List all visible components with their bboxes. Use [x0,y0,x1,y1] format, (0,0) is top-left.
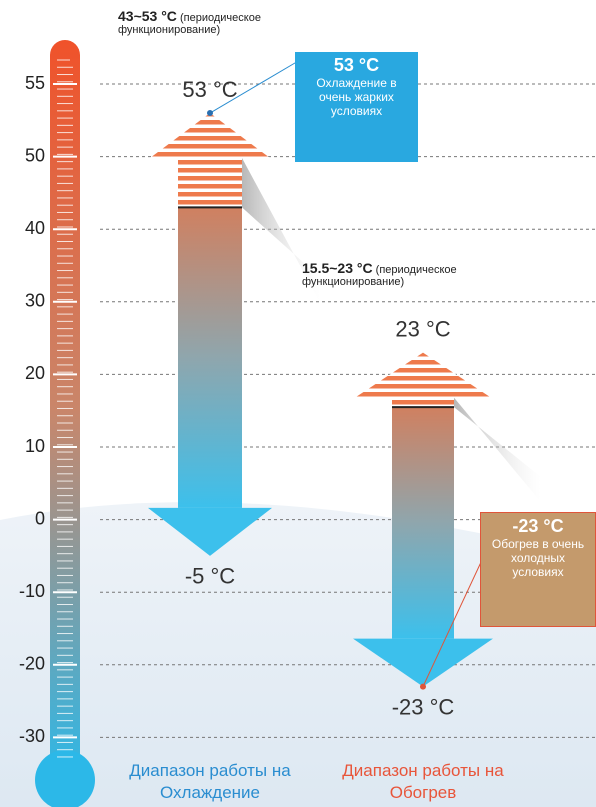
scale-label: 20 [25,363,45,383]
max-label: 23 °C [395,316,450,341]
scale-label: -30 [19,726,45,746]
periodic-band [178,158,242,208]
caption: Диапазон работы на Обогрев [342,761,504,802]
caption: Диапазон работы на Охлаждение [129,761,291,802]
callout: -23 °C Обогрев в очень холодных условиях [480,512,596,627]
scale-label: 0 [35,508,45,528]
scale-label: 40 [25,218,45,238]
range-note: 15.5~23 °C (периодическое функционирован… [302,260,532,288]
max-label: 53 °C [182,77,237,102]
note-text: (периодическое функционирование) [302,264,457,288]
leader [422,559,483,687]
callout-text: Охлаждение в очень жарких условиях [316,76,397,118]
scale-label: -20 [19,654,45,674]
leader [209,59,301,114]
callout: 53 °C Охлаждение в очень жарких условиях [295,52,418,162]
thermometer-bulb [35,750,95,807]
scale-label: 55 [25,73,45,93]
scale-label: 10 [25,436,45,456]
min-label: -23 °C [392,694,455,719]
scale-label: 30 [25,291,45,311]
note-value: 43~53 °C [118,8,177,24]
scale-label: 50 [25,145,45,165]
arrow-head-bottom [148,507,272,556]
note-value: 15.5~23 °C [302,260,373,276]
callout-value: -23 °C [512,516,564,536]
thermometer-tube [50,40,80,780]
periodic-band [392,397,454,408]
arrow-head-bottom [353,638,493,687]
callout-text: Обогрев в очень холодных условиях [491,537,585,579]
range-note: 43~53 °C (периодическое функционирование… [118,8,348,36]
leader-dot [420,683,426,690]
min-label: -5 °C [185,564,235,589]
shadow [454,397,541,503]
shaft [392,407,454,639]
arrow-head-top [150,113,270,159]
note-text: (периодическое функционирование) [118,12,261,36]
shadow [242,158,320,303]
leader-dot [207,110,213,117]
shaft [178,207,242,508]
arrow-head-top [355,352,491,398]
callout-value: 53 °C [333,55,380,75]
scale-label: -10 [19,581,45,601]
